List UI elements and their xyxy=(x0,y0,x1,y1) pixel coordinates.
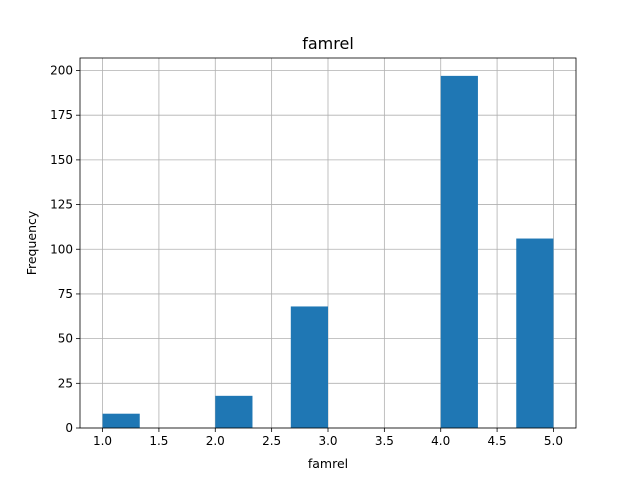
y-tick-label-5: 125 xyxy=(50,198,73,212)
x-tick-label-4: 3.0 xyxy=(318,434,337,448)
y-tick-label-1: 25 xyxy=(58,376,73,390)
y-tick-label-3: 75 xyxy=(58,287,73,301)
y-tick-label-6: 150 xyxy=(50,153,73,167)
grid-layer xyxy=(80,58,576,429)
x-tick-label-2: 2.0 xyxy=(206,434,225,448)
x-tick-label-6: 4.0 xyxy=(431,434,450,448)
histogram-bar-0 xyxy=(102,413,140,428)
x-tick-label-5: 3.5 xyxy=(375,434,394,448)
y-tick-label-7: 175 xyxy=(50,108,73,122)
y-tick-label-0: 0 xyxy=(65,421,73,435)
x-tick-label-0: 1.0 xyxy=(93,434,112,448)
histogram-bar-1 xyxy=(215,395,253,428)
x-tick-label-3: 2.5 xyxy=(262,434,281,448)
histogram-bar-3 xyxy=(440,75,478,429)
bars-layer xyxy=(102,75,554,429)
histogram-bar-4 xyxy=(516,238,554,428)
chart-title: famrel xyxy=(302,34,354,53)
x-tick-label-1: 1.5 xyxy=(149,434,168,448)
y-tick-label-8: 200 xyxy=(50,64,73,78)
histogram-bar-2 xyxy=(290,306,328,428)
y-tick-label-4: 100 xyxy=(50,242,73,256)
x-axis-label: famrel xyxy=(308,456,348,471)
y-tick-label-2: 50 xyxy=(58,332,73,346)
y-axis-label: Frequency xyxy=(24,210,39,275)
ticks-layer: 1.0 1.5 2.0 2.5 3.0 3.5 4.0 4.5 5.0 0 25 50 75 100 125… xyxy=(50,64,563,448)
x-tick-label-8: 5.0 xyxy=(544,434,563,448)
x-tick-label-7: 4.5 xyxy=(488,434,507,448)
